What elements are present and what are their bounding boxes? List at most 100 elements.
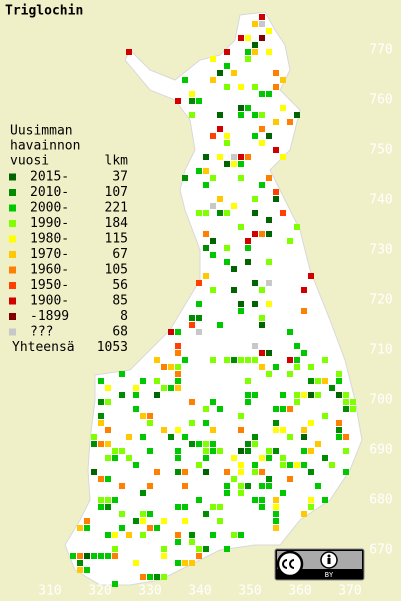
occurrence-square	[308, 497, 314, 503]
occurrence-square	[224, 245, 230, 251]
occurrence-square	[294, 364, 300, 370]
legend-label: 1960-	[30, 263, 69, 278]
legend-column: lkm	[105, 154, 129, 169]
occurrence-square	[175, 378, 181, 384]
occurrence-square	[245, 56, 251, 62]
legend-swatch	[9, 204, 16, 212]
occurrence-square	[238, 357, 244, 363]
occurrence-square	[287, 406, 293, 412]
occurrence-square	[273, 364, 279, 370]
occurrence-square	[210, 203, 216, 209]
occurrence-square	[273, 147, 279, 153]
occurrence-square	[98, 476, 104, 482]
occurrence-square	[294, 343, 300, 349]
occurrence-square	[77, 560, 83, 566]
occurrence-square	[280, 427, 286, 433]
occurrence-square	[238, 490, 244, 496]
occurrence-square	[245, 399, 251, 405]
occurrence-square	[273, 504, 279, 510]
occurrence-square	[105, 532, 111, 538]
occurrence-square	[336, 378, 342, 384]
occurrence-square	[238, 175, 244, 181]
occurrence-square	[182, 504, 188, 510]
occurrence-square	[287, 357, 293, 363]
occurrence-square	[203, 406, 209, 412]
by-body	[327, 558, 331, 564]
occurrence-square	[119, 448, 125, 454]
occurrence-square	[343, 406, 349, 412]
occurrence-square	[140, 490, 146, 496]
y-coordinate-label: 690	[369, 443, 392, 458]
occurrence-square	[308, 420, 314, 426]
occurrence-square	[329, 462, 335, 468]
y-coordinate-label: 730	[369, 243, 392, 258]
occurrence-square	[182, 560, 188, 566]
cc-badge: BY	[274, 548, 365, 581]
y-coordinate-label: 670	[369, 543, 392, 558]
legend-swatch	[9, 313, 16, 320]
occurrence-square	[259, 231, 265, 237]
occurrence-square	[210, 56, 216, 62]
occurrence-square	[196, 168, 202, 174]
occurrence-square	[273, 511, 279, 517]
occurrence-square	[224, 469, 230, 475]
occurrence-square	[301, 392, 307, 398]
occurrence-square	[336, 420, 342, 426]
legend-heading: Uusimman	[10, 124, 73, 139]
occurrence-square	[189, 112, 195, 118]
occurrence-square	[133, 518, 139, 524]
occurrence-square	[147, 511, 153, 517]
occurrence-square	[245, 441, 251, 447]
occurrence-square	[231, 357, 237, 363]
occurrence-square	[217, 504, 223, 510]
occurrence-square	[203, 546, 209, 552]
occurrence-square	[217, 210, 223, 216]
occurrence-square	[301, 462, 307, 468]
legend: Uusimman havainnon vuosi lkm 2015- 37 2010…	[9, 124, 129, 355]
y-coordinate-label: 760	[369, 93, 392, 108]
occurrence-square	[336, 434, 342, 440]
occurrence-square	[140, 511, 146, 517]
occurrence-square	[140, 574, 146, 580]
occurrence-square	[245, 259, 251, 265]
occurrence-square	[252, 42, 258, 48]
occurrence-square	[175, 98, 181, 104]
occurrence-square	[245, 357, 251, 363]
occurrence-square	[196, 98, 202, 104]
occurrence-square	[217, 406, 223, 412]
occurrence-square	[147, 413, 153, 419]
occurrence-square	[105, 553, 111, 559]
occurrence-square	[266, 483, 272, 489]
occurrence-square	[175, 469, 181, 475]
occurrence-square	[280, 490, 286, 496]
x-coordinate-label: 320	[88, 584, 111, 599]
occurrence-square	[119, 392, 125, 398]
occurrence-square	[252, 280, 258, 286]
occurrence-square	[210, 504, 216, 510]
occurrence-square	[154, 357, 160, 363]
occurrence-square	[245, 378, 251, 384]
occurrence-square	[210, 357, 216, 363]
occurrence-square	[266, 280, 272, 286]
occurrence-square	[301, 511, 307, 517]
occurrence-square	[259, 469, 265, 475]
occurrence-square	[217, 518, 223, 524]
occurrence-square	[273, 119, 279, 125]
occurrence-square	[287, 119, 293, 125]
legend-label: 1950-	[30, 278, 69, 293]
occurrence-square	[259, 322, 265, 328]
badge-by: BY	[325, 571, 334, 579]
occurrence-square	[84, 525, 90, 531]
occurrence-square	[189, 91, 195, 97]
occurrence-square	[280, 154, 286, 160]
occurrence-square	[259, 126, 265, 132]
occurrence-square	[217, 126, 223, 132]
occurrence-square	[196, 441, 202, 447]
occurrence-square	[161, 427, 167, 433]
occurrence-square	[182, 483, 188, 489]
occurrence-square	[308, 273, 314, 279]
occurrence-square	[266, 259, 272, 265]
occurrence-square	[210, 287, 216, 293]
occurrence-square	[266, 455, 272, 461]
